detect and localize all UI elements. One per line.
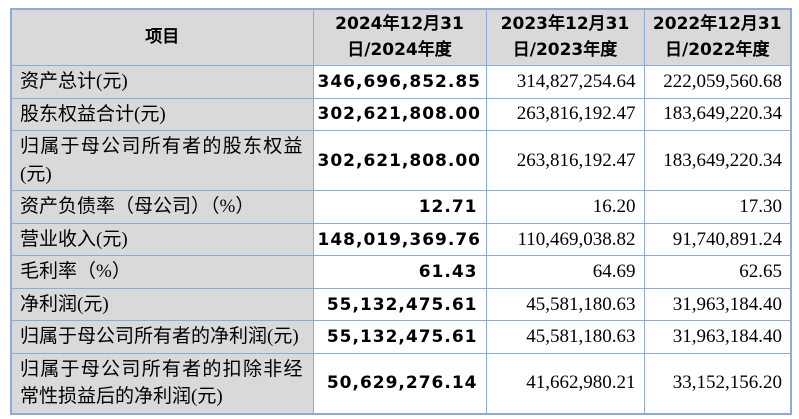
header-cell-item: 项目: [10, 8, 314, 66]
value-2023: 45,581,180.63: [485, 320, 645, 354]
row-label-asset-liability-ratio: 资产负债率（母公司）（%）: [10, 190, 314, 224]
row-label-total-equity: 股东权益合计(元): [10, 97, 314, 132]
value-2023: 45,581,180.63: [485, 287, 645, 322]
value-2023: 263,816,192.47: [485, 130, 645, 192]
row-label-net-profit-excluding-nonrecurring: 归属于母公司所有者的扣除非经常性损益后的净利润(元): [10, 352, 314, 415]
header-cell-period-2023: 2023年12月31日/2023年度: [485, 8, 645, 66]
value-2024: 61.43: [312, 255, 487, 289]
row-label-operating-revenue: 营业收入(元): [10, 222, 314, 257]
row-label-total-assets: 资产总计(元): [10, 65, 314, 99]
value-2022: 183,649,220.34: [643, 130, 792, 192]
value-2024: 12.71: [312, 190, 487, 224]
row-label-net-profit: 净利润(元): [10, 287, 314, 322]
table-row: 资产负债率（母公司）（%） 12.71 16.20 17.30: [10, 190, 792, 224]
row-label-equity-attributable-to-parent: 归属于母公司所有者的股东权益(元): [10, 130, 314, 192]
table-row: 归属于母公司所有者的股东权益(元) 302,621,808.00 263,816…: [10, 130, 792, 192]
value-2023: 314,827,254.64: [485, 65, 645, 99]
table-row: 营业收入(元) 148,019,369.76 110,469,038.82 91…: [10, 222, 792, 257]
value-2024: 50,629,276.14: [312, 352, 487, 415]
financial-indicators-table: 项目 2024年12月31日/2024年度 2023年12月31日/2023年度…: [10, 8, 792, 416]
value-2024: 55,132,475.61: [312, 320, 487, 354]
value-2023: 263,816,192.47: [485, 97, 645, 132]
value-2022: 91,740,891.24: [643, 222, 792, 257]
header-row: 项目 2024年12月31日/2024年度 2023年12月31日/2023年度…: [10, 8, 792, 66]
value-2023: 64.69: [485, 255, 645, 289]
value-2022: 33,152,156.20: [643, 352, 792, 415]
value-2022: 183,649,220.34: [643, 97, 792, 132]
table-row: 毛利率（%） 61.43 64.69 62.65: [10, 255, 792, 289]
value-2022: 31,963,184.40: [643, 287, 792, 322]
value-2023: 41,662,980.21: [485, 352, 645, 415]
value-2024: 302,621,808.00: [312, 130, 487, 192]
value-2023: 16.20: [485, 190, 645, 224]
table-row: 净利润(元) 55,132,475.61 45,581,180.63 31,96…: [10, 287, 792, 322]
row-label-net-profit-attributable-to-parent: 归属于母公司所有者的净利润(元): [10, 320, 314, 354]
row-label-gross-margin: 毛利率（%）: [10, 255, 314, 289]
header-cell-period-2022: 2022年12月31日/2022年度: [643, 8, 792, 66]
value-2022: 62.65: [643, 255, 792, 289]
value-2022: 222,059,560.68: [643, 65, 792, 99]
table-row: 股东权益合计(元) 302,621,808.00 263,816,192.47 …: [10, 97, 792, 132]
table-row: 归属于母公司所有者的净利润(元) 55,132,475.61 45,581,18…: [10, 320, 792, 354]
value-2024: 148,019,369.76: [312, 222, 487, 257]
value-2024: 302,621,808.00: [312, 97, 487, 132]
value-2022: 17.30: [643, 190, 792, 224]
table-row: 资产总计(元) 346,696,852.85 314,827,254.64 22…: [10, 65, 792, 99]
table-row: 归属于母公司所有者的扣除非经常性损益后的净利润(元) 50,629,276.14…: [10, 352, 792, 415]
value-2024: 55,132,475.61: [312, 287, 487, 322]
value-2022: 31,963,184.40: [643, 320, 792, 354]
header-cell-period-2024: 2024年12月31日/2024年度: [312, 8, 487, 66]
value-2024: 346,696,852.85: [312, 65, 487, 99]
value-2023: 110,469,038.82: [485, 222, 645, 257]
